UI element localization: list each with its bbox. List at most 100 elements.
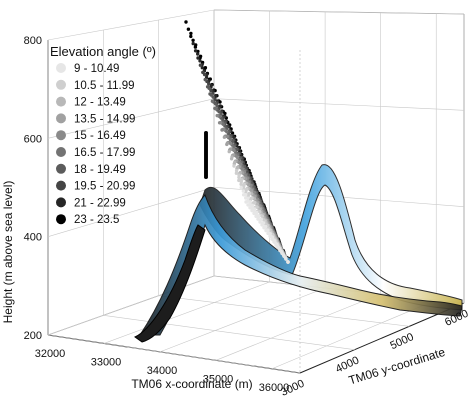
scan-point <box>208 92 212 96</box>
scan-point <box>237 178 241 183</box>
legend-label: 16.5 - 17.99 <box>74 147 135 159</box>
scan-point <box>196 56 200 60</box>
legend-marker <box>56 147 66 157</box>
legend-marker <box>56 130 66 141</box>
scan-point <box>225 142 229 147</box>
scan-point <box>239 180 243 184</box>
legend-label: 15 - 16.49 <box>74 130 126 142</box>
legend-entry: 12 - 13.49 <box>56 96 126 109</box>
scan-point <box>278 248 282 253</box>
terrain-surface <box>134 164 463 343</box>
scan-point <box>198 59 202 63</box>
scan-point <box>282 254 286 258</box>
scan-point <box>229 157 234 161</box>
grid-x-floor-36000 <box>271 299 437 370</box>
grid-x-floor-33000 <box>103 281 270 344</box>
legend-label: 18 - 19.49 <box>74 164 126 176</box>
legend-marker <box>56 96 66 107</box>
scan-points <box>184 20 290 264</box>
grid-z-left-400 <box>47 187 215 237</box>
legend-label: 21 - 22.99 <box>74 197 126 209</box>
z-tick-400: 400 <box>24 232 42 244</box>
scan-point <box>193 45 198 49</box>
scan-point <box>266 231 270 236</box>
legend-marker <box>56 113 66 124</box>
scan-point <box>234 168 239 173</box>
legend-label: 23 - 23.5 <box>74 214 119 226</box>
scan-point <box>198 63 203 67</box>
legend-marker <box>56 63 66 73</box>
scan-point <box>222 135 227 139</box>
grid-y-floor-5000 <box>158 295 410 327</box>
legend-marker <box>56 163 66 174</box>
scan-point <box>270 237 274 241</box>
y-tick-5000: 5000 <box>388 331 415 352</box>
legend-label: 13.5 - 14.99 <box>74 113 135 125</box>
scan-point <box>276 246 280 250</box>
scan-point <box>252 211 256 216</box>
scan-point <box>189 34 193 39</box>
scan-point <box>268 234 272 238</box>
x-tick-34000: 34000 <box>147 365 178 377</box>
x-tick-33000: 33000 <box>91 356 122 368</box>
scan-point <box>215 113 219 118</box>
x-tick-36000: 36000 <box>259 382 290 394</box>
legend-entry: 13.5 - 14.99 <box>56 113 135 125</box>
grid-z-back-600 <box>213 98 465 111</box>
y-axis-line <box>299 302 465 374</box>
scan-point <box>250 208 254 213</box>
legend-entry: 10.5 - 11.99 <box>56 79 135 92</box>
legend-marker <box>56 197 66 208</box>
scan-point <box>258 220 262 224</box>
scan-point <box>213 97 217 102</box>
legend-marker <box>56 79 66 90</box>
scan-point <box>280 251 284 256</box>
scan-point <box>264 228 268 233</box>
x-tick-32000: 32000 <box>35 348 66 360</box>
scan-point <box>234 171 239 175</box>
grid-z-back-800 <box>213 9 465 15</box>
legend-entry: 15 - 16.49 <box>56 130 126 142</box>
z-tick-200: 200 <box>24 330 42 342</box>
terrain-ridge-front <box>139 194 463 336</box>
scan-point <box>217 121 222 125</box>
grid-z-left-800 <box>47 9 215 41</box>
scan-point <box>239 185 243 190</box>
scan-point-column <box>204 131 208 179</box>
scan-point <box>191 38 195 42</box>
x-axis-label: TM06 x-coordinate (m) <box>131 377 252 391</box>
scan-point <box>201 70 205 75</box>
scan-point <box>191 41 195 46</box>
grid-y-floor-4000 <box>103 315 355 350</box>
scan-point <box>184 20 188 24</box>
z-tick-800: 800 <box>24 35 42 47</box>
legend-title: Elevation angle (º) <box>50 44 156 59</box>
legend-entry: 9 - 10.49 <box>56 63 119 75</box>
scan-point <box>186 27 191 31</box>
scan-point <box>232 164 236 168</box>
scan-point <box>244 196 248 200</box>
scan-point <box>256 217 260 221</box>
scan-point <box>213 106 217 111</box>
scan-point <box>274 243 278 247</box>
grid-z-left-600 <box>47 98 215 139</box>
z-tick-600: 600 <box>24 133 42 145</box>
scan-point <box>205 85 210 89</box>
z-axis-label: Height (m above sea level) <box>1 181 15 324</box>
legend-entry: 16.5 - 17.99 <box>56 147 135 159</box>
legend-marker <box>56 214 66 225</box>
scan-point <box>193 49 198 53</box>
legend-label: 19.5 - 20.99 <box>74 181 135 193</box>
grid-y-floor-3000 <box>47 334 301 374</box>
terrain-left-limb <box>134 224 206 343</box>
scan-point <box>248 206 252 210</box>
scan-point <box>196 52 200 56</box>
grid-x-floor-34000 <box>159 287 326 353</box>
legend: Elevation angle (º) 9 - 10.49 10.5 - 11.9… <box>50 44 156 226</box>
scan-point <box>227 149 231 154</box>
scan-point <box>207 82 211 86</box>
scan-point <box>200 66 204 70</box>
scan-point <box>220 128 224 132</box>
legend-entry: 18 - 19.49 <box>56 163 126 176</box>
